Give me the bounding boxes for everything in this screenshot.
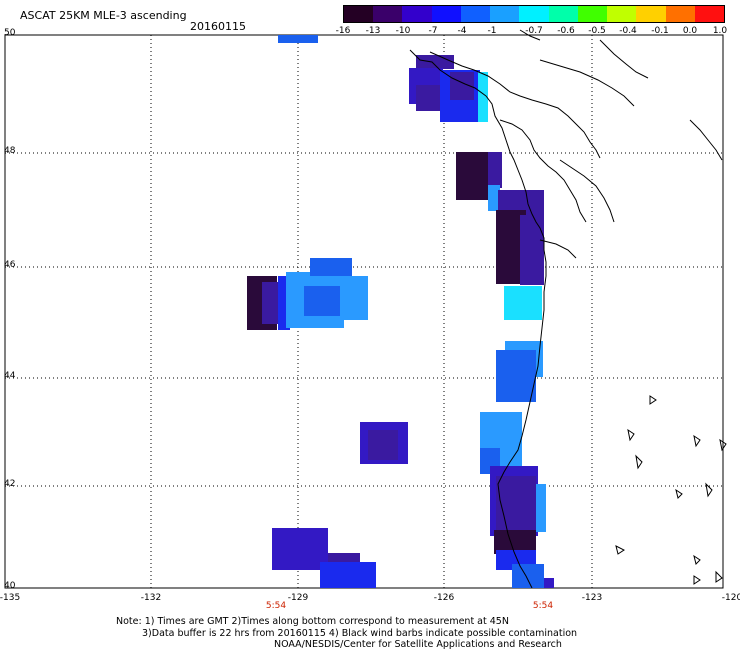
colorbar-swatch xyxy=(577,6,608,22)
latitude-label: 50 xyxy=(4,28,16,38)
longitude-label: -129 xyxy=(287,593,309,603)
coastline-path xyxy=(635,454,643,470)
colorbar-label: -0.5 xyxy=(588,26,606,36)
colorbar-swatch xyxy=(431,6,461,22)
coastline-path xyxy=(499,119,587,223)
time-label: 5:54 xyxy=(532,601,554,611)
colorbar-swatch xyxy=(519,6,549,22)
colorbar-swatch xyxy=(490,6,520,22)
map-date: 20160115 xyxy=(190,20,246,33)
colorbar-label: -0.6 xyxy=(557,26,575,36)
coastline-path xyxy=(715,570,723,583)
colorbar-label: -1 xyxy=(487,26,497,36)
coastline-path xyxy=(689,119,723,161)
colorbar-label: -4 xyxy=(457,26,467,36)
latitude-label: 46 xyxy=(4,260,16,270)
coastline-path xyxy=(429,51,601,159)
wind-cell xyxy=(416,85,444,111)
coastline-path xyxy=(705,482,713,498)
time-label: 5:54 xyxy=(265,601,287,611)
longitude-label: -126 xyxy=(433,593,455,603)
colorbar-label: -0.4 xyxy=(619,26,637,36)
wind-cell xyxy=(488,152,502,188)
wind-cell xyxy=(478,72,488,122)
latitude-label: 44 xyxy=(4,371,16,381)
coastline-path xyxy=(649,395,657,405)
coastline-path xyxy=(693,575,701,585)
colorbar-swatch xyxy=(665,6,695,22)
note-line-1: Note: 1) Times are GMT 2)Times along bot… xyxy=(116,616,509,627)
wind-cell xyxy=(310,258,352,276)
colorbar-label: 1.0 xyxy=(712,26,728,36)
coastline-path xyxy=(599,39,649,79)
wind-cell xyxy=(512,564,544,588)
coastline-path xyxy=(539,239,577,259)
wind-cell xyxy=(272,528,328,570)
wind-cell xyxy=(320,562,376,588)
longitude-label: -132 xyxy=(140,593,162,603)
coastline-path xyxy=(719,438,727,452)
wind-cell xyxy=(278,35,318,43)
coastline-path xyxy=(539,59,635,107)
colorbar-label: -16 xyxy=(335,26,351,36)
note-line-3: NOAA/NESDIS/Center for Satellite Applica… xyxy=(274,639,562,650)
map-title: ASCAT 25KM MLE-3 ascending xyxy=(20,9,187,22)
colorbar-label: -13 xyxy=(365,26,381,36)
coastline-path xyxy=(409,49,547,589)
coastline xyxy=(409,29,727,589)
latitude-label: 48 xyxy=(4,146,16,156)
wind-cell xyxy=(262,282,280,324)
coastline-path xyxy=(627,428,635,442)
wind-cell xyxy=(340,276,368,320)
wind-cell xyxy=(504,286,542,320)
colorbar-swatch xyxy=(344,6,374,22)
wind-cell xyxy=(520,215,544,285)
latitude-label: 40 xyxy=(4,581,16,591)
colorbar xyxy=(343,5,725,23)
wind-cell xyxy=(416,55,454,69)
longitude-label: -135 xyxy=(0,593,21,603)
wind-cell xyxy=(368,430,398,460)
colorbar-label: -7 xyxy=(428,26,438,36)
coastline-path xyxy=(519,29,541,41)
wind-cell xyxy=(496,350,536,402)
coastline-path xyxy=(615,545,625,555)
colorbar-swatch xyxy=(402,6,432,22)
colorbar-swatch xyxy=(636,6,666,22)
data-swaths xyxy=(247,35,554,588)
coastline-path xyxy=(675,488,683,499)
latitude-label: 42 xyxy=(4,479,16,489)
colorbar-label: -0.7 xyxy=(525,26,543,36)
colorbar-swatch xyxy=(373,6,403,22)
colorbar-swatch xyxy=(607,6,637,22)
colorbar-swatch xyxy=(694,6,725,22)
longitude-label: -123 xyxy=(581,593,603,603)
wind-cell xyxy=(488,185,500,211)
footer-notes: Note: 1) Times are GMT 2)Times along bot… xyxy=(116,616,577,651)
coastline-path xyxy=(559,159,615,223)
colorbar-label: -0.1 xyxy=(651,26,669,36)
colorbar-swatch xyxy=(548,6,578,22)
colorbar-label: -10 xyxy=(395,26,411,36)
note-line-2: 3)Data buffer is 22 hrs from 20160115 4)… xyxy=(142,627,578,639)
wind-cell xyxy=(536,484,546,532)
wind-cell xyxy=(456,152,490,200)
longitude-label: -120 xyxy=(721,593,740,603)
coastline-path xyxy=(693,434,701,448)
wind-cell xyxy=(544,578,554,588)
colorbar-swatch xyxy=(460,6,491,22)
coastline-path xyxy=(693,554,701,565)
colorbar-label: 0.0 xyxy=(682,26,698,36)
